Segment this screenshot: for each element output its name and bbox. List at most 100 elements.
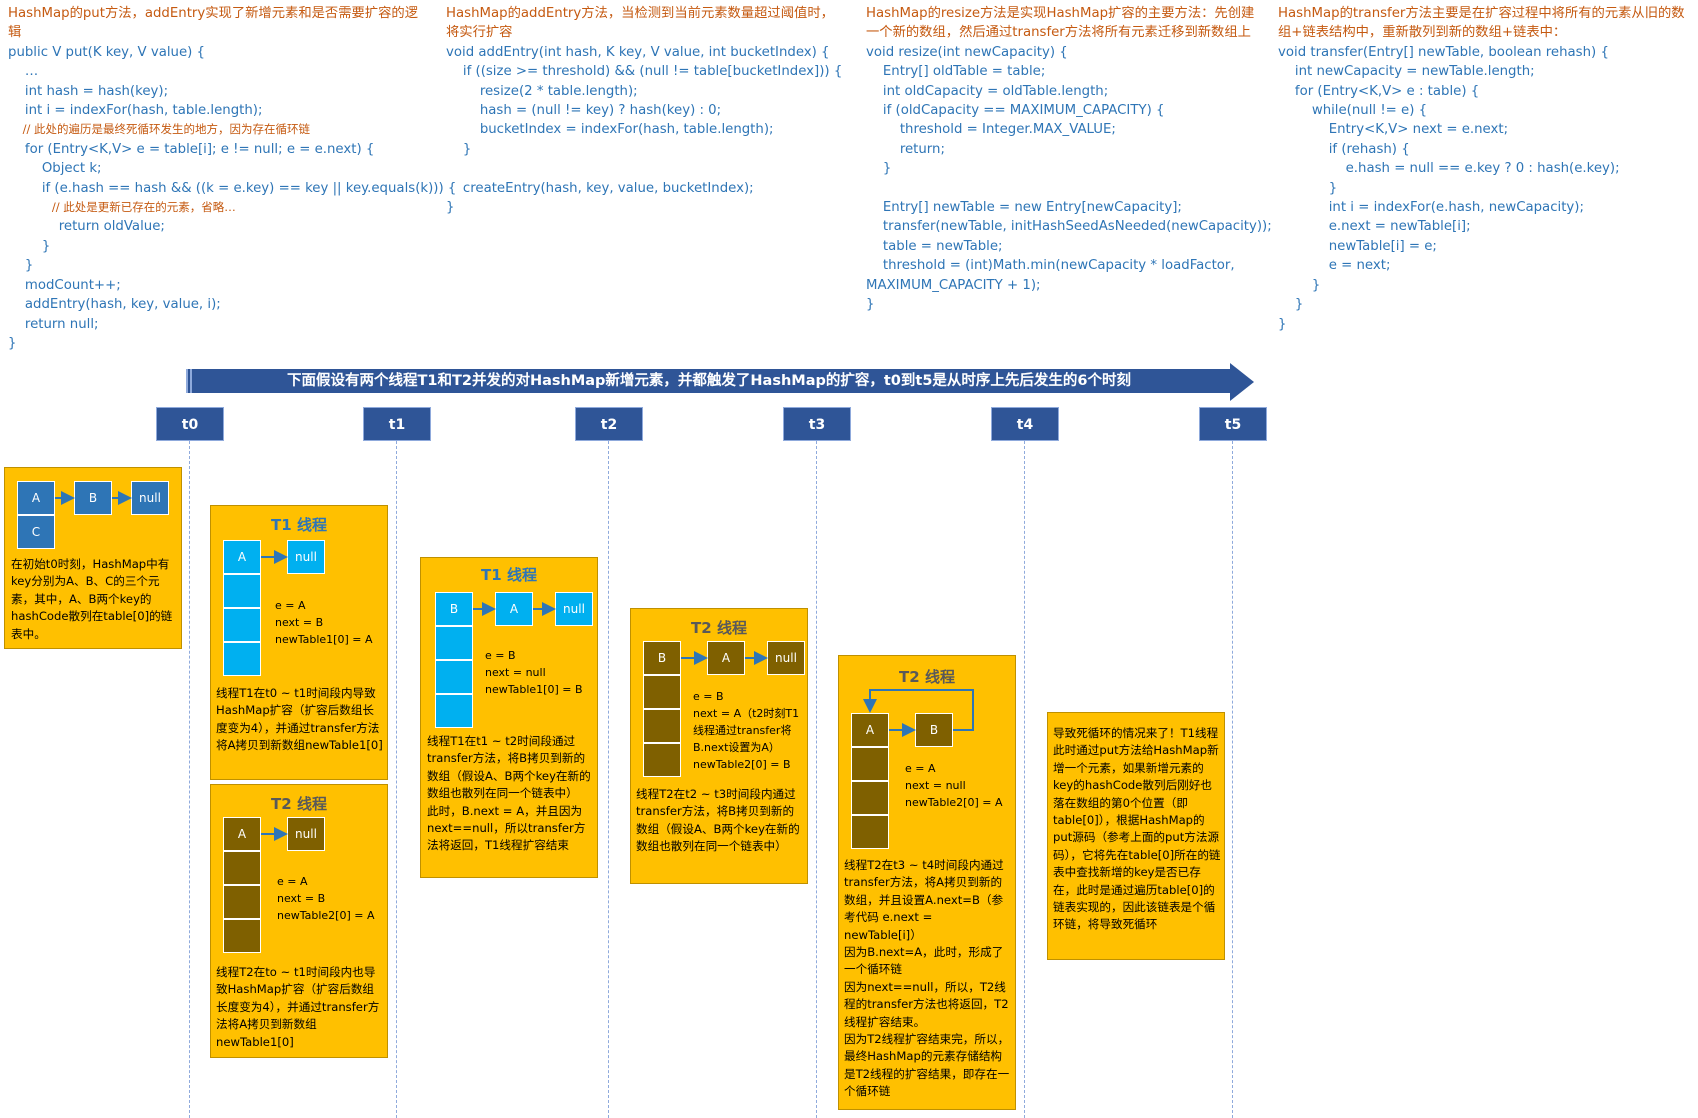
code-line: Entry[] oldTable = table; [866,64,1046,80]
resize-method-code: HashMap的resize方法是实现HashMap扩容的主要方法：先创建一个新… [866,4,1272,315]
code-line: return; [866,141,945,157]
timeline-guide-t2 [608,441,609,1118]
code-line: void transfer(Entry[] newTable, boolean … [1278,44,1609,60]
code-line: int oldCapacity = oldTable.length; [866,83,1109,99]
timeline-guide-t3 [816,441,817,1118]
code-line: transfer(newTable, initHashSeedAsNeeded(… [866,219,1272,235]
timeline-guide-t0 [189,441,190,1118]
timeline-guide-t1 [396,441,397,1118]
code-line: } [446,141,472,157]
node-c: C [17,515,55,549]
table-slot-2 [223,608,261,642]
code-line: return oldValue; [8,219,165,235]
panel-t1-thread2: T2 线程 A null e = A next = B newTable2[0]… [210,784,388,1058]
code-line: public V put(K key, V value) { [8,44,206,60]
code-line: e = next; [1278,258,1391,274]
code-line: … [8,64,39,80]
code-line: Entry[] newTable = new Entry[newCapacity… [866,200,1182,216]
table-slot-0: A [223,817,261,851]
code-line: if (rehash) { [1278,141,1410,157]
panel-title: T2 线程 [271,795,327,813]
tick-t1: t1 [363,407,431,441]
addentry-method-code: HashMap的addEntry方法，当检测到当前元素数量超过阈值时，将实行扩容… [446,4,846,217]
variable-values: e = A next = null newTable2[0] = A [905,762,1003,809]
panel-initial-state: A C B null 在初始t0时刻，HashMap中有key分别为A、B、C的… [4,467,182,649]
code-line: for (Entry<K,V> e = table[i]; e != null;… [8,141,375,157]
arrow-tail-stripe-1 [186,369,188,393]
code-comment-line: // 此处是更新已存在的元素，省略… [8,200,236,215]
code-line: modCount++; [8,277,121,293]
table-slot-2 [223,885,261,919]
transfer-method-code: HashMap的transfer方法主要是在扩容过程中将所有的元素从旧的数组+链… [1278,4,1696,334]
panel-t1-thread1: T1 线程 A null e = A next = B newTable1[0]… [210,505,388,780]
code-line: createEntry(hash, key, value, bucketInde… [446,180,754,196]
code-line: Entry<K,V> next = e.next; [1278,122,1509,138]
code-line: bucketIndex = indexFor(hash, table.lengt… [446,122,774,138]
variable-values: e = A next = B newTable2[0] = A [277,875,375,922]
code-line: } [8,258,34,274]
deadlock-description: 导致死循环的情况来了！T1线程此时通过put方法给HashMap新增一个元素，如… [1053,726,1221,932]
code-line: if (e.hash == hash && ((k = e.key) == ke… [8,180,457,196]
code-line: threshold = Integer.MAX_VALUE; [866,122,1116,138]
table-slot-1 [643,675,681,709]
code-line: Object k; [8,161,102,177]
link-arrows [261,550,288,564]
node-a: A [707,641,745,675]
code-comment-line: // 此处的遍历是最终死循环发生的地方，因为存在循环链 [8,122,311,137]
code-line: threshold = (int)Math.min(newCapacity * … [866,258,1235,274]
code-line: } [1278,316,1287,332]
link-arrows [55,491,132,505]
put-method-title: HashMap的put方法，addEntry实现了新增元素和是否需要扩容的逻辑 [8,6,418,41]
timeline-guide-t5 [1232,441,1233,1118]
link-arrows [681,651,768,665]
table-slot-2 [851,781,889,815]
code-line: if (oldCapacity == MAXIMUM_CAPACITY) { [866,103,1165,119]
code-line: MAXIMUM_CAPACITY + 1); [866,277,1041,293]
code-line: e.hash = null == e.key ? 0 : hash(e.key)… [1278,161,1620,177]
resize-method-title: HashMap的resize方法是实现HashMap扩容的主要方法：先创建一个新… [866,6,1255,41]
code-line: } [1278,277,1321,293]
table-slot-3 [851,815,889,849]
panel-title: T2 线程 [899,668,955,686]
panel-description: 线程T1在t1 ~ t2时间段通过transfer方法，将B拷贝到新的数组（假设… [427,734,591,853]
transfer-method-lines: void transfer(Entry[] newTable, boolean … [1278,43,1696,334]
code-line: void addEntry(int hash, K key, V value, … [446,44,830,60]
link-arrows [473,602,556,616]
table-slot-0: A [851,713,889,747]
table-slot-1 [223,851,261,885]
link-arrows [261,827,288,841]
table-slot-0: A [223,540,261,574]
node-null: null [287,817,325,851]
node-null: null [131,481,169,515]
code-line: addEntry(hash, key, value, i); [8,297,221,313]
tick-t5: t5 [1199,407,1267,441]
timeline-arrow-text: 下面假设有两个线程T1和T2并发的对HashMap新增元素，并都触发了HashM… [286,373,1132,389]
timeline-guide-t4 [1024,441,1025,1118]
code-line: } [8,238,51,254]
table-slot-3 [643,743,681,777]
transfer-method-title: HashMap的transfer方法主要是在扩容过程中将所有的元素从旧的数组+链… [1278,6,1685,41]
table-slot-2 [643,709,681,743]
table-slot-0: B [435,592,473,626]
code-line [446,159,846,178]
table-slot-1 [851,747,889,781]
variable-values: e = B next = null newTable1[0] = B [485,649,583,696]
code-line: } [1278,180,1338,196]
code-line: e.next = newTable[i]; [1278,219,1471,235]
table-slot-3 [223,642,261,676]
panel-deadlock-explanation: 导致死循环的情况来了！T1线程此时通过put方法给HashMap新增一个元素，如… [1047,712,1225,960]
code-line [866,179,1266,198]
code-line: hash = (null != key) ? hash(key) : 0; [446,103,722,119]
timeline-arrow-head [1230,363,1254,401]
code-line: } [446,200,455,216]
code-line: table = newTable; [866,238,1003,254]
initial-state-description: 在初始t0时刻，HashMap中有key分别为A、B、C的三个元素，其中，A、B… [11,557,173,641]
code-line: for (Entry<K,V> e : table) { [1278,83,1480,99]
variable-values: e = B next = A（t2时刻T1线程通过transfer将B.next… [693,690,800,771]
node-null: null [287,540,325,574]
addentry-method-lines: void addEntry(int hash, K key, V value, … [446,43,846,218]
table-slot-1 [223,574,261,608]
code-line: int hash = hash(key); [8,83,169,99]
node-a: A [17,481,55,515]
table-slot-3 [223,919,261,953]
